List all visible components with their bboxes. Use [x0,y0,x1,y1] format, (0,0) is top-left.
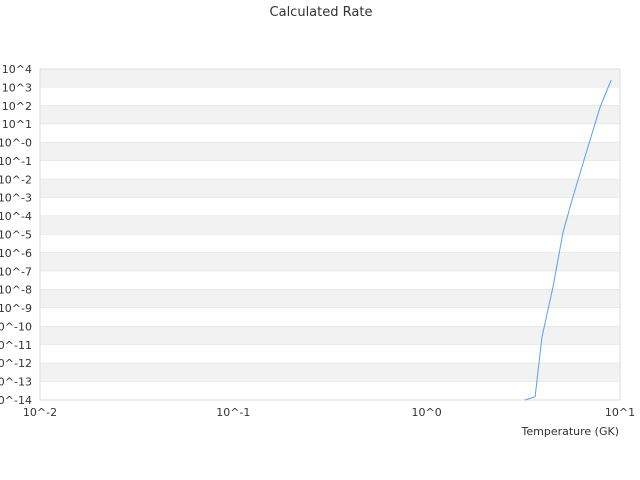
grid-band [40,87,620,106]
grid-band [40,160,620,180]
y-tick-label: 10^-0 [0,137,32,150]
grid-band [40,289,620,309]
series-line [524,79,612,401]
grid-band [40,197,620,217]
x-tick-label: 10^-2 [23,406,57,419]
grid-band [40,308,620,327]
y-tick-label: 10^3 [2,81,32,94]
grid-band [40,179,620,198]
x-axis-label: Temperature (GK) [521,425,620,438]
grid-band [40,363,620,382]
grid-band [40,252,620,272]
grid-band [40,142,620,161]
y-tick-label: 10^-5 [0,229,32,242]
grid-band [40,326,620,345]
grid-bands [40,69,620,401]
y-tick-label: 10^-10 [0,320,32,333]
grid-band [40,216,620,235]
x-tick-label: 10^-1 [216,406,250,419]
y-tick-label: 10^1 [2,118,32,131]
y-tick-label: 10^-9 [0,302,32,315]
y-tick-label: 10^-12 [0,357,32,370]
grid-band [40,69,620,88]
grid-band [40,124,620,143]
y-tick-label: 10^2 [2,100,32,113]
grid-band [40,344,620,364]
y-tick-label: 10^-1 [0,155,32,168]
series-lines [524,79,612,401]
y-tick-label: 10^-7 [0,265,32,278]
y-tick-label: 10^-11 [0,339,32,352]
y-tick-label: 10^-2 [0,173,32,186]
plot-frame [39,68,621,401]
y-tick-label: 10^-14 [0,394,32,407]
chart-title: Calculated Rate [270,5,373,20]
y-tick-label: 10^4 [2,63,32,76]
y-tick-label: 10^-8 [0,284,32,297]
y-tick-label: 10^-13 [0,376,32,389]
x-tick-labels: 10^-2 10^-1 10^0 10^1 [23,406,635,419]
grid-band [40,105,620,125]
grid-band [40,381,620,400]
y-tick-label: 10^-3 [0,192,32,205]
grid-band [40,234,620,253]
y-tick-label: 10^-4 [0,210,32,223]
x-tick-label: 10^1 [605,406,635,419]
y-tick-labels: 10^4 10^3 10^2 10^1 10^-0 10^-1 10^-2 10^-3 10^-… [0,63,32,407]
x-tick-label: 10^0 [412,406,442,419]
grid-band [40,271,620,290]
y-tick-label: 10^-6 [0,247,32,260]
